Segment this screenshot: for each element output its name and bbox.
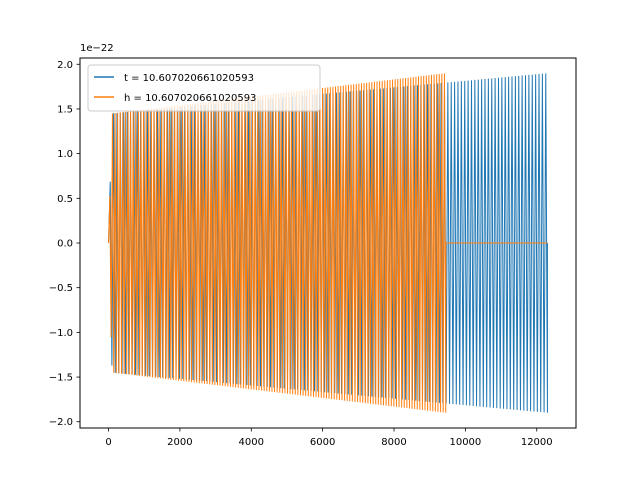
legend-box <box>87 64 321 112</box>
y-tick-label: 0.0 <box>57 239 73 250</box>
x-tick-label: 10000 <box>449 437 481 448</box>
y-tick-label: −1.5 <box>49 373 73 384</box>
y-offset-label: 1e−22 <box>80 43 114 54</box>
legend: t = 10.607020661020593 h = 10.60702066102… <box>87 64 321 112</box>
y-tick-label: −0.5 <box>49 283 73 294</box>
x-tick-label: 12000 <box>521 437 553 448</box>
x-tick-label: 8000 <box>381 437 406 448</box>
x-tick-label: 2000 <box>167 437 192 448</box>
y-tick-label: −1.0 <box>49 328 73 339</box>
y-tick-label: 1.5 <box>57 104 73 115</box>
x-axis: 0 2000 4000 6000 8000 10000 12000 <box>105 428 553 448</box>
y-tick-label: −2.0 <box>49 417 73 428</box>
y-tick-label: 2.0 <box>57 60 73 71</box>
legend-entry: h = 10.607020661020593 <box>124 93 256 104</box>
legend-entry: t = 10.607020661020593 <box>124 73 254 84</box>
x-tick-label: 0 <box>105 437 111 448</box>
y-axis: 2.0 1.5 1.0 0.5 0.0 −0.5 −1.0 −1.5 −2.0 <box>49 60 80 428</box>
x-tick-label: 4000 <box>239 437 264 448</box>
x-tick-label: 6000 <box>310 437 335 448</box>
y-tick-label: 0.5 <box>57 194 73 205</box>
y-tick-label: 1.0 <box>57 149 73 160</box>
